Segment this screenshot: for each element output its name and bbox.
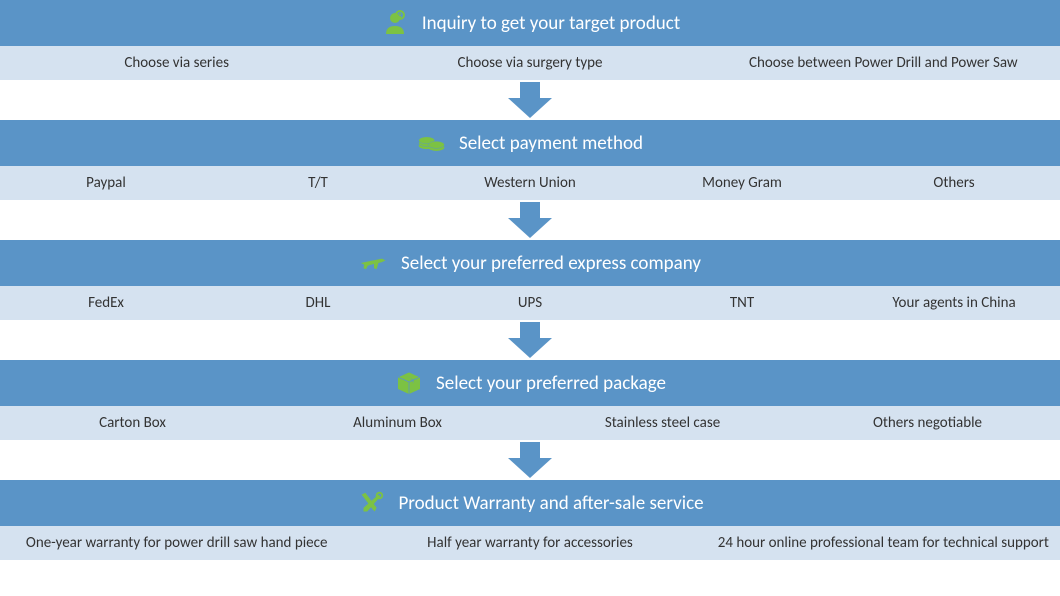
option-cell: 24 hour online professional team for tec… [707,526,1060,560]
option-cell: Stainless steel case [530,406,795,440]
section-2: Select your preferred express company Fed… [0,240,1060,320]
person-inquiry-icon [380,8,410,38]
section-header: Select your preferred express company [0,240,1060,286]
option-cell: Others negotiable [795,406,1060,440]
tools-icon [356,488,386,518]
down-arrow [0,320,1060,360]
option-cell: T/T [212,166,424,200]
section-header: Product Warranty and after-sale service [0,480,1060,526]
coins-icon [417,128,447,158]
down-arrow [0,200,1060,240]
plane-icon [359,248,389,278]
option-cell: Half year warranty for accessories [353,526,706,560]
option-row: FedExDHLUPSTNTYour agents in China [0,286,1060,320]
section-header: Select payment method [0,120,1060,166]
option-cell: Money Gram [636,166,848,200]
option-cell: Choose via series [0,46,353,80]
option-cell: DHL [212,286,424,320]
section-header: Select your preferred package [0,360,1060,406]
option-cell: Others [848,166,1060,200]
option-cell: UPS [424,286,636,320]
section-3: Select your preferred package Carton BoxA… [0,360,1060,440]
down-arrow [0,80,1060,120]
option-cell: TNT [636,286,848,320]
section-title: Select payment method [459,132,643,155]
option-cell: Western Union [424,166,636,200]
section-title: Product Warranty and after-sale service [398,492,703,515]
option-row: PaypalT/TWestern UnionMoney GramOthers [0,166,1060,200]
option-cell: One-year warranty for power drill saw ha… [0,526,353,560]
section-1: Select payment method PaypalT/TWestern Un… [0,120,1060,200]
section-header: Inquiry to get your target product [0,0,1060,46]
section-4: Product Warranty and after-sale service O… [0,480,1060,560]
process-flow-diagram: Inquiry to get your target product Choose… [0,0,1060,560]
option-row: One-year warranty for power drill saw ha… [0,526,1060,560]
section-title: Inquiry to get your target product [422,12,680,35]
option-cell: Paypal [0,166,212,200]
section-title: Select your preferred package [436,372,666,395]
option-row: Choose via seriesChoose via surgery type… [0,46,1060,80]
down-arrow [0,440,1060,480]
option-cell: Your agents in China [848,286,1060,320]
option-cell: Choose between Power Drill and Power Saw [707,46,1060,80]
section-title: Select your preferred express company [401,252,701,275]
option-cell: Aluminum Box [265,406,530,440]
option-cell: FedEx [0,286,212,320]
option-cell: Choose via surgery type [353,46,706,80]
package-icon [394,368,424,398]
option-row: Carton BoxAluminum BoxStainless steel ca… [0,406,1060,440]
option-cell: Carton Box [0,406,265,440]
section-0: Inquiry to get your target product Choose… [0,0,1060,80]
